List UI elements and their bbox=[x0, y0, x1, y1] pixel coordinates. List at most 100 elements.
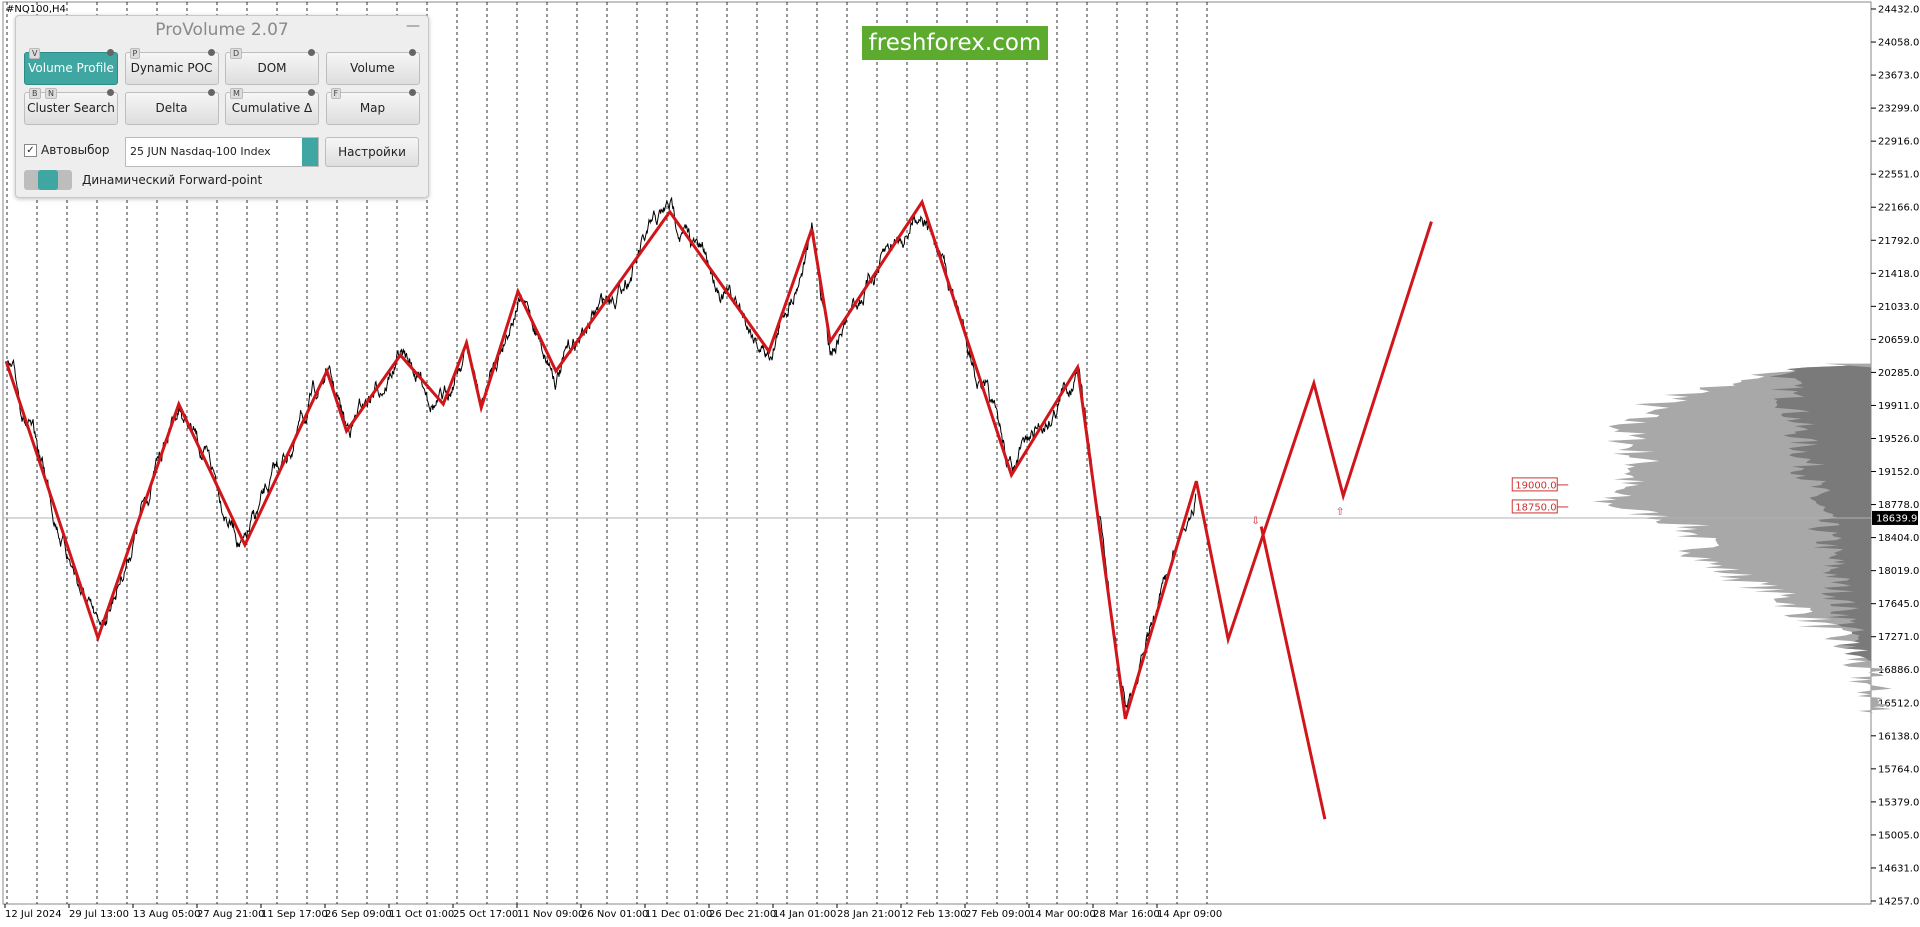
price-label: 24432.0 bbox=[1878, 5, 1919, 16]
autoselect[interactable]: ✓ Автовыбор bbox=[24, 143, 110, 157]
gear[interactable] bbox=[107, 49, 114, 56]
price-label: 19152.0 bbox=[1878, 467, 1919, 478]
gear[interactable] bbox=[308, 89, 315, 96]
time-label: 27 Aug 21:00 bbox=[197, 909, 264, 920]
tool-button[interactable]: Map F bbox=[325, 88, 420, 125]
gear[interactable] bbox=[408, 89, 416, 96]
arrow-down: ⇩ bbox=[1251, 516, 1259, 527]
tool-button-label: Cumulative Δ bbox=[231, 101, 313, 115]
tool-button-label: Volume Profile bbox=[28, 61, 114, 75]
tool-button[interactable]: Volume bbox=[325, 49, 420, 85]
tool-button[interactable]: Cluster Search B N bbox=[24, 88, 118, 125]
time-label: 14 Apr 09:00 bbox=[1157, 909, 1222, 920]
time-label: 11 Dec 01:00 bbox=[645, 909, 712, 920]
tool-button[interactable]: DOM D bbox=[225, 48, 319, 85]
instrument-text: 25 JUN Nasdaq-100 Index bbox=[130, 145, 271, 158]
price-label: 21418.0 bbox=[1878, 269, 1919, 280]
gear[interactable] bbox=[408, 49, 416, 56]
settings-button[interactable]: Настройки bbox=[325, 137, 419, 167]
volume-profile-core bbox=[1769, 363, 1872, 662]
time-label: 14 Jan 01:00 bbox=[773, 909, 836, 920]
price-label: 19526.0 bbox=[1878, 434, 1919, 445]
toggle[interactable] bbox=[24, 170, 72, 190]
tool-button[interactable]: Cumulative Δ M bbox=[225, 88, 319, 125]
price-label: 20659.0 bbox=[1878, 335, 1919, 346]
time-label: 11 Oct 01:00 bbox=[389, 909, 454, 920]
price-label: 14257.0 bbox=[1878, 897, 1919, 908]
price-label: 15379.0 bbox=[1878, 797, 1919, 808]
time-label: 12 Feb 13:00 bbox=[901, 909, 967, 920]
arrow-up: ⇧ bbox=[1336, 506, 1344, 517]
gear[interactable] bbox=[207, 49, 215, 56]
gear[interactable] bbox=[207, 89, 215, 96]
time-label: 12 Jul 2024 bbox=[5, 909, 62, 920]
price-label: 22551.0 bbox=[1878, 170, 1919, 181]
tool-button-label: Delta bbox=[155, 101, 188, 115]
hotkey: N bbox=[45, 88, 57, 99]
time-label: 26 Dec 21:00 bbox=[709, 909, 776, 920]
price-label: 17645.0 bbox=[1878, 599, 1919, 610]
price-label: 15764.0 bbox=[1878, 764, 1919, 775]
hotkey: D bbox=[230, 48, 243, 59]
price-label: 18778.0 bbox=[1878, 500, 1919, 511]
current-price-box bbox=[1872, 510, 1918, 525]
watermark: freshforex.com bbox=[862, 26, 1048, 60]
price-label: 19911.0 bbox=[1878, 401, 1919, 412]
price-label: 24058.0 bbox=[1878, 38, 1919, 49]
price-label: 18019.0 bbox=[1878, 566, 1919, 577]
current-price: 18639.9 bbox=[1876, 513, 1917, 524]
hotkey: P bbox=[129, 48, 141, 59]
forecast-down bbox=[1259, 526, 1327, 820]
tool-button[interactable]: Delta bbox=[124, 89, 219, 125]
price-label: 16886.0 bbox=[1878, 665, 1919, 676]
price-label: 21033.0 bbox=[1878, 302, 1919, 313]
toggle-label: Динамический Forward-point bbox=[82, 173, 263, 187]
instrument-select[interactable]: 25 JUN Nasdaq-100 Index bbox=[125, 137, 319, 167]
level-label: 18750.0 bbox=[1515, 502, 1556, 513]
time-label: 26 Sep 09:00 bbox=[325, 909, 392, 920]
time-label: 27 Feb 09:00 bbox=[965, 909, 1031, 920]
tool-button-label: Map bbox=[359, 101, 386, 115]
price-label: 18404.0 bbox=[1878, 533, 1919, 544]
price-label: 22166.0 bbox=[1878, 203, 1919, 214]
time-label: 13 Aug 05:00 bbox=[133, 909, 200, 920]
hotkey: M bbox=[230, 88, 243, 99]
price-label: 21792.0 bbox=[1878, 236, 1919, 247]
price-line bbox=[5, 196, 1197, 708]
gear[interactable] bbox=[107, 89, 114, 96]
time-label: 28 Jan 21:00 bbox=[837, 909, 900, 920]
time-label: 11 Nov 09:00 bbox=[517, 909, 584, 920]
minimize[interactable]: — bbox=[406, 18, 420, 34]
provolume-panel: ProVolume 2.07 — Volume Profile V Dynamic … bbox=[15, 15, 429, 198]
zigzag bbox=[4, 198, 1433, 720]
tool-button-label: Dynamic POC bbox=[130, 61, 213, 75]
time-label: 29 Jul 13:00 bbox=[69, 909, 129, 920]
time-label: 28 Mar 16:00 bbox=[1093, 909, 1160, 920]
level-label: 19000.0 bbox=[1515, 480, 1556, 491]
tool-button-label: Volume bbox=[350, 61, 395, 75]
time-label: 14 Mar 00:00 bbox=[1029, 909, 1096, 920]
price-label: 15005.0 bbox=[1878, 830, 1919, 841]
time-label: 25 Oct 17:00 bbox=[453, 909, 518, 920]
price-label: 23673.0 bbox=[1878, 71, 1919, 82]
panel-title: ProVolume 2.07 bbox=[155, 20, 289, 40]
symbol: #NQ100,H4 bbox=[6, 4, 66, 15]
hotkey: F bbox=[330, 88, 342, 99]
price-label: 14631.0 bbox=[1878, 863, 1919, 874]
tool-button[interactable]: Dynamic POC P bbox=[124, 48, 219, 85]
tool-button[interactable]: Volume Profile V bbox=[24, 48, 118, 85]
tool-button-label: DOM bbox=[257, 61, 287, 75]
price-label: 16512.0 bbox=[1878, 698, 1919, 709]
autoselect-label: Автовыбор bbox=[41, 143, 110, 157]
price-label: 17271.0 bbox=[1878, 632, 1919, 643]
time-label: 26 Nov 01:00 bbox=[581, 909, 648, 920]
price-label: 16138.0 bbox=[1878, 731, 1919, 742]
tool-button-label: Cluster Search bbox=[27, 101, 115, 115]
price-label: 22916.0 bbox=[1878, 137, 1919, 148]
price-label: 20285.0 bbox=[1878, 368, 1919, 379]
hotkey: B bbox=[29, 88, 41, 99]
time-label: 11 Sep 17:00 bbox=[261, 909, 328, 920]
price-label: 23299.0 bbox=[1878, 104, 1919, 115]
gear[interactable] bbox=[308, 49, 315, 56]
